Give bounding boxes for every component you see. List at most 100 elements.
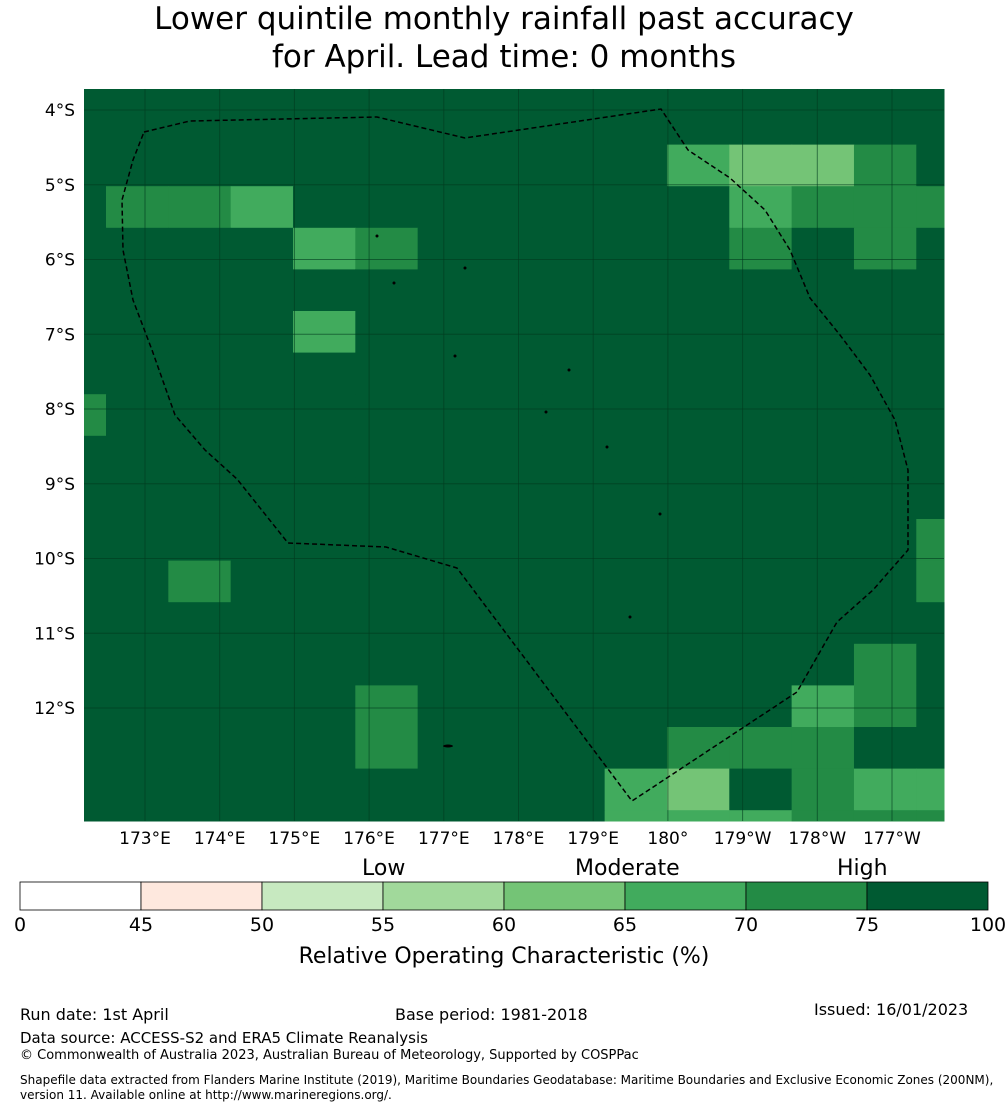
grid-cell bbox=[106, 810, 169, 822]
grid-cell bbox=[355, 727, 419, 770]
grid-cell bbox=[666, 477, 730, 520]
grid-cell bbox=[853, 227, 917, 270]
grid-cell bbox=[417, 89, 481, 104]
shapefile-credit-1: Shapefile data extracted from Flanders M… bbox=[20, 1073, 994, 1087]
grid-cell bbox=[916, 144, 945, 187]
grid-cell bbox=[916, 352, 945, 395]
colorbar bbox=[19, 881, 989, 911]
grid-cell bbox=[916, 602, 945, 645]
y-tick-label: 11°S bbox=[34, 624, 75, 644]
grid-cell bbox=[292, 560, 356, 603]
grid-cell bbox=[292, 352, 356, 395]
grid-cell bbox=[355, 311, 419, 354]
grid-cell bbox=[853, 89, 917, 104]
grid-cell bbox=[729, 352, 793, 395]
grid-cell bbox=[916, 727, 945, 770]
grid-cell bbox=[479, 810, 543, 822]
eez-boundary bbox=[121, 108, 909, 803]
grid-cell bbox=[417, 560, 481, 603]
colorbar-tick-label: 100 bbox=[969, 914, 1007, 936]
grid-cell bbox=[604, 519, 668, 562]
grid-cell bbox=[791, 186, 855, 229]
colorbar-tick-label: 60 bbox=[491, 914, 517, 936]
grid-cell bbox=[84, 186, 107, 229]
grid-cell bbox=[791, 810, 855, 822]
grid-cell bbox=[666, 89, 730, 104]
grid-cell bbox=[84, 727, 107, 770]
grid-cell bbox=[168, 269, 232, 312]
grid-cell bbox=[479, 144, 543, 187]
grid-cell bbox=[853, 519, 917, 562]
grid-cell bbox=[417, 144, 481, 187]
grid-cell bbox=[542, 311, 606, 354]
grid-cell bbox=[84, 768, 107, 811]
grid-cell bbox=[791, 768, 855, 811]
grid-cell bbox=[604, 727, 668, 770]
grid-cell bbox=[168, 685, 232, 728]
grid-cell bbox=[417, 227, 481, 270]
grid-cell bbox=[84, 144, 107, 187]
island bbox=[544, 410, 548, 414]
y-tick-label: 12°S bbox=[34, 699, 75, 719]
x-tick-label: 178°E bbox=[493, 829, 545, 849]
grid-cell bbox=[355, 352, 419, 395]
grid-cell bbox=[106, 685, 169, 728]
grid-cell bbox=[604, 89, 668, 104]
grid-cell bbox=[666, 685, 730, 728]
grid-cell bbox=[106, 602, 169, 645]
x-tick-label: 180° bbox=[647, 829, 688, 849]
grid-cell bbox=[168, 227, 232, 270]
grid-cell bbox=[791, 311, 855, 354]
grid-cell bbox=[853, 810, 917, 822]
grid-cell bbox=[604, 477, 668, 520]
island bbox=[628, 615, 632, 619]
grid-cell bbox=[355, 560, 419, 603]
grid-cell bbox=[604, 227, 668, 270]
grid-cell bbox=[230, 269, 294, 312]
grid-cell bbox=[106, 560, 169, 603]
grid-cell bbox=[542, 685, 606, 728]
grid-cell bbox=[604, 394, 668, 437]
level-moderate: Moderate bbox=[575, 856, 680, 881]
grid-cell bbox=[168, 435, 232, 478]
grid-cell bbox=[479, 311, 543, 354]
grid-cell bbox=[666, 352, 730, 395]
y-axis-ticks: 4°S 5°S 6°S 7°S 8°S 9°S 10°S 11°S 12°S bbox=[34, 101, 75, 719]
grid-cell bbox=[479, 727, 543, 770]
grid-cell bbox=[479, 519, 543, 562]
grid-cell bbox=[479, 685, 543, 728]
colorbar-segment bbox=[503, 881, 626, 911]
grid-cell bbox=[84, 810, 107, 822]
grid-cell bbox=[604, 144, 668, 187]
grid-cell bbox=[417, 269, 481, 312]
grid-cell bbox=[230, 311, 294, 354]
grid-cell bbox=[168, 560, 232, 603]
y-tick-label: 4°S bbox=[45, 101, 75, 121]
grid-cell bbox=[355, 602, 419, 645]
grid-cell bbox=[230, 768, 294, 811]
grid-cell bbox=[168, 727, 232, 770]
x-tick-label: 179°E bbox=[567, 829, 619, 849]
island bbox=[453, 354, 457, 358]
grid-cell bbox=[417, 685, 481, 728]
grid-cell bbox=[604, 311, 668, 354]
rainfall-accuracy-map: 173°E 174°E 175°E 176°E 177°E 178°E 179°E 180° 1… bbox=[19, 89, 989, 911]
y-tick-label: 10°S bbox=[34, 550, 75, 570]
grid-cell bbox=[542, 768, 606, 811]
grid-cell bbox=[729, 560, 793, 603]
grid-cell bbox=[417, 435, 481, 478]
grid-cell bbox=[292, 186, 356, 229]
grid-cell bbox=[106, 352, 169, 395]
grid-cell bbox=[168, 643, 232, 686]
grid-cell bbox=[604, 269, 668, 312]
grid-cell bbox=[84, 685, 107, 728]
grid-cell bbox=[292, 144, 356, 187]
grid-cell bbox=[853, 435, 917, 478]
island bbox=[605, 445, 609, 449]
grid-cell bbox=[417, 602, 481, 645]
grid-cell bbox=[791, 103, 855, 146]
grid-cell bbox=[168, 394, 232, 437]
grid-cell bbox=[791, 352, 855, 395]
grid-cell bbox=[230, 602, 294, 645]
grid-cell bbox=[355, 227, 419, 270]
